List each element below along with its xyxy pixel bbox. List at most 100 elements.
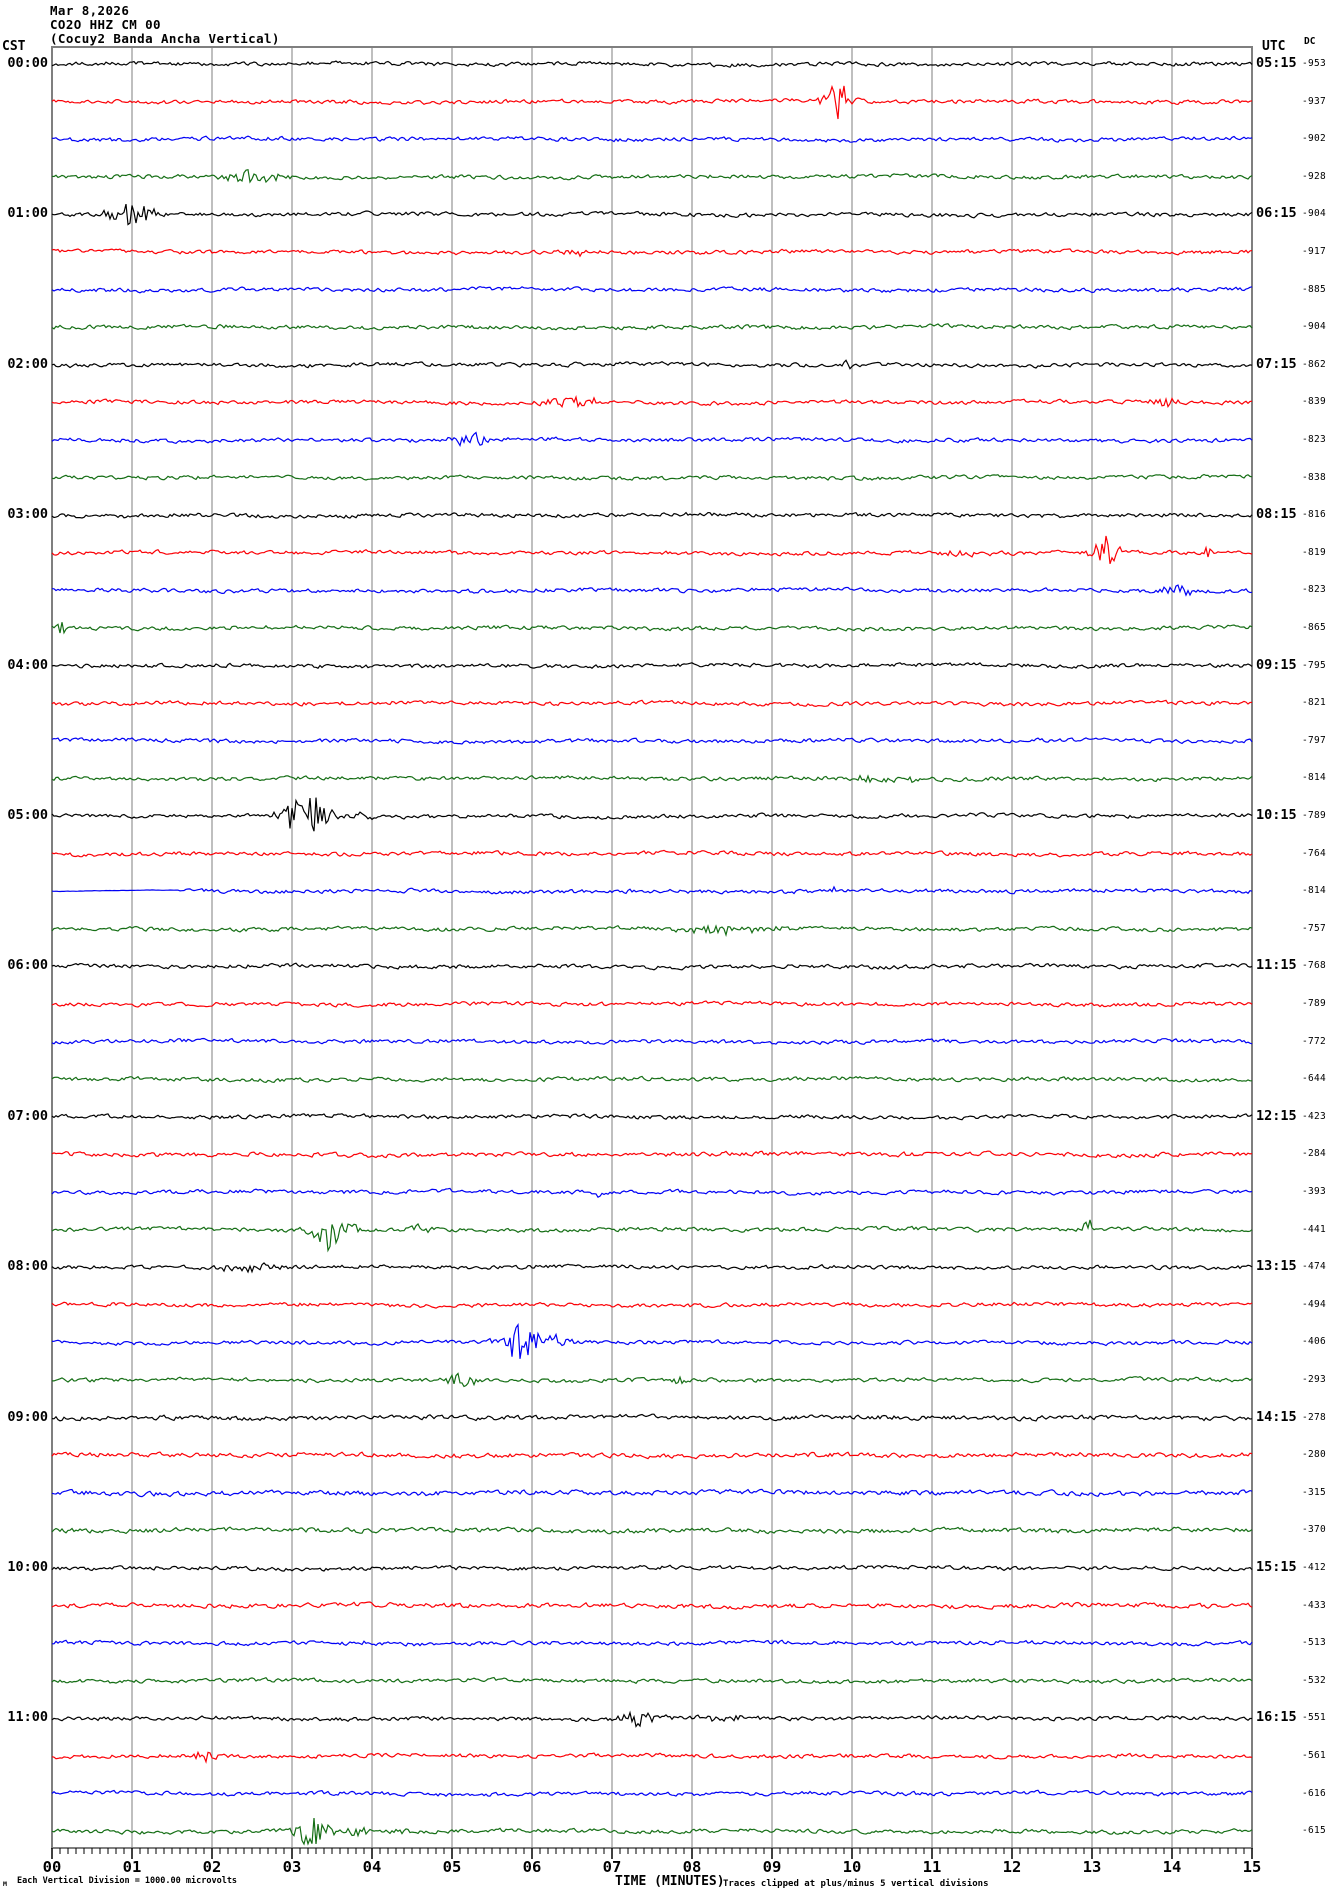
x-tick-label: 03	[282, 1858, 302, 1876]
x-tick-label: 15	[1242, 1858, 1262, 1876]
dc-value: -862	[1302, 358, 1327, 370]
dc-value: -757	[1302, 922, 1327, 934]
x-axis-title: TIME (MINUTES)	[615, 1874, 725, 1889]
dc-value: -315	[1302, 1486, 1327, 1498]
utc-time-label: 12:15	[1256, 1107, 1297, 1124]
x-tick-label: 02	[202, 1858, 222, 1876]
utc-time-label: 09:15	[1256, 656, 1297, 673]
cst-time-label: 08:00	[7, 1258, 48, 1275]
seismic-trace-row-33	[51, 1301, 1253, 1309]
x-tick-label: 14	[1162, 1858, 1182, 1876]
x-tick-label: 12	[1002, 1858, 1022, 1876]
dc-value: -441	[1302, 1223, 1327, 1235]
utc-time-label: 15:15	[1256, 1559, 1297, 1575]
dc-value: -823	[1302, 584, 1327, 596]
dc-value: -797	[1302, 734, 1327, 746]
seismic-trace-row-32	[51, 1262, 1253, 1274]
seismic-trace-row-40	[51, 1564, 1253, 1572]
utc-time-label: 11:15	[1256, 957, 1297, 974]
cst-time-label: 03:00	[7, 506, 48, 523]
seismic-trace-row-24	[51, 962, 1253, 971]
dc-value: -278	[1302, 1411, 1327, 1423]
x-tick-label: 11	[922, 1858, 942, 1876]
seismic-trace-row-31	[51, 1219, 1253, 1253]
dc-value: -937	[1302, 95, 1327, 107]
seismic-trace-row-12	[51, 511, 1253, 519]
utc-time-label: 16:15	[1256, 1709, 1297, 1726]
dc-value: -551	[1302, 1712, 1327, 1724]
cst-time-label: 02:00	[7, 355, 48, 372]
utc-time-label: 10:15	[1256, 807, 1297, 823]
seismic-trace-row-10	[51, 431, 1253, 448]
seismic-trace-row-9	[51, 395, 1253, 409]
seismic-trace-row-17	[51, 699, 1253, 708]
dc-value: -789	[1302, 810, 1327, 821]
dc-value: -494	[1302, 1298, 1327, 1310]
dc-value: -532	[1302, 1674, 1327, 1686]
dc-value: -644	[1302, 1073, 1327, 1085]
cst-time-label: 09:00	[7, 1408, 48, 1425]
x-tick-label: 13	[1082, 1858, 1102, 1876]
dc-value: -902	[1302, 133, 1327, 145]
dc-value: -561	[1302, 1750, 1327, 1761]
cst-time-label: 00:00	[7, 55, 48, 71]
seismic-trace-row-30	[51, 1187, 1253, 1198]
seismic-trace-row-35	[52, 1372, 1253, 1388]
seismic-trace-row-29	[51, 1150, 1253, 1159]
dc-value: -823	[1302, 434, 1327, 445]
seismic-trace-row-22	[51, 885, 1253, 895]
dc-value: -280	[1302, 1449, 1327, 1461]
x-tick-label: 00	[42, 1858, 62, 1876]
utc-time-label: 05:15	[1256, 55, 1297, 71]
seismic-trace-row-43	[51, 1676, 1253, 1685]
cst-time-label: 05:00	[7, 807, 48, 823]
utc-time-label: 07:15	[1256, 355, 1297, 372]
seismic-trace-row-18	[51, 737, 1253, 745]
seismic-trace-row-14	[51, 584, 1253, 597]
dc-value: -433	[1302, 1599, 1327, 1611]
dc-value: -768	[1302, 960, 1327, 972]
utc-time-label: 08:15	[1256, 506, 1297, 523]
seismic-trace-row-8	[51, 359, 1253, 370]
header-station-desc: (Cocuy2 Banda Ancha Vertical)	[50, 31, 280, 46]
seismic-trace-row-47	[51, 1818, 1253, 1846]
dc-value: -423	[1302, 1110, 1327, 1122]
seismic-trace-row-11	[51, 473, 1253, 481]
dc-value: -412	[1302, 1562, 1327, 1573]
header-date: Mar 8,2026	[50, 3, 130, 18]
seismic-trace-row-27	[51, 1075, 1252, 1084]
seismic-trace-row-19	[51, 774, 1253, 784]
dc-value: -821	[1302, 697, 1327, 709]
dc-value: -393	[1302, 1186, 1327, 1197]
seismic-trace-row-7	[51, 323, 1253, 331]
seismic-trace-row-15	[51, 622, 1253, 635]
utc-time-label: 13:15	[1256, 1258, 1297, 1275]
dc-value: -772	[1302, 1035, 1327, 1047]
x-tick-label: 07	[602, 1858, 622, 1876]
seismic-trace-row-23	[51, 924, 1253, 938]
seismic-trace-row-46	[51, 1789, 1253, 1798]
header-station-id: CO2O HHZ CM 00	[50, 17, 161, 32]
dc-value: -406	[1302, 1336, 1327, 1348]
seismic-trace-row-44	[51, 1710, 1252, 1728]
dc-value: -616	[1302, 1787, 1327, 1799]
scale-marker: M	[3, 1880, 7, 1888]
plot-border	[51, 46, 1253, 1849]
x-tick-label: 08	[682, 1858, 702, 1876]
dc-value: -953	[1302, 58, 1327, 69]
dc-value: -839	[1302, 396, 1327, 408]
x-tick-label: 09	[762, 1858, 782, 1876]
seismic-trace-row-6	[51, 285, 1253, 294]
seismic-trace-row-1	[51, 84, 1253, 120]
cst-time-label: 07:00	[7, 1107, 48, 1124]
dc-value: -615	[1302, 1825, 1327, 1837]
utc-time-label: 06:15	[1256, 205, 1297, 222]
seismic-trace-row-36	[51, 1413, 1253, 1422]
clip-note: Traces clipped at plus/minus 5 vertical …	[723, 1879, 989, 1889]
dc-value: -764	[1302, 847, 1327, 859]
dc-value: -917	[1302, 246, 1327, 257]
utc-time-label: 14:15	[1256, 1408, 1297, 1425]
cst-time-label: 04:00	[7, 656, 48, 673]
utc-axis-header: UTC	[1262, 39, 1286, 54]
